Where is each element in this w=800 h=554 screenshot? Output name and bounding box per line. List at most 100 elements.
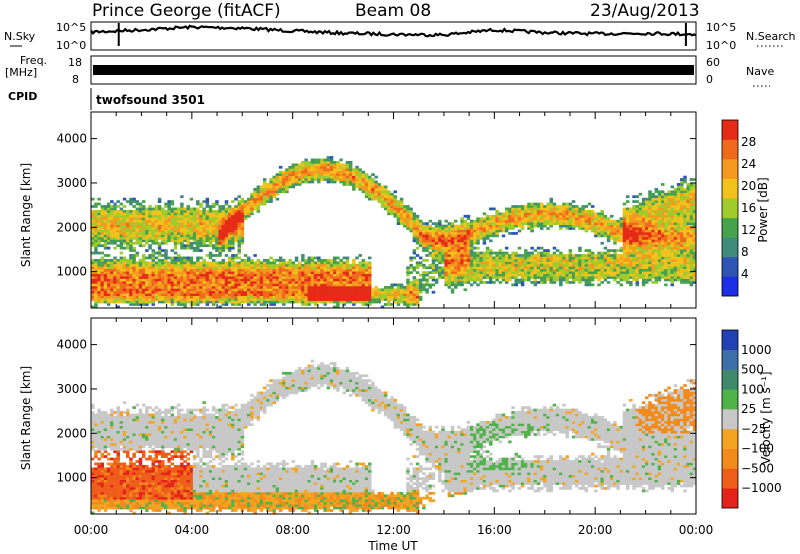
heatmap-cell	[466, 271, 471, 274]
heatmap-cell	[342, 285, 347, 289]
heatmap-cell	[578, 210, 582, 213]
heatmap-cell	[329, 276, 334, 279]
heatmap-cell	[482, 227, 487, 230]
heatmap-cell	[549, 259, 554, 262]
heatmap-cell	[129, 263, 133, 267]
heatmap-cell	[638, 273, 643, 277]
heatmap-cell	[428, 283, 433, 287]
heatmap-cell	[469, 266, 474, 270]
heatmap-cell	[180, 229, 184, 233]
heatmap-cell	[170, 207, 175, 211]
heatmap-cell	[100, 205, 105, 208]
heatmap-cell	[562, 276, 566, 279]
heatmap-cell	[110, 200, 114, 203]
heatmap-cell	[342, 290, 347, 294]
heatmap-cell	[250, 212, 254, 216]
heatmap-cell	[645, 202, 649, 206]
heatmap-cell	[234, 278, 238, 282]
heatmap-cell	[100, 263, 105, 267]
heatmap-cell	[122, 236, 127, 240]
heatmap-cell	[164, 271, 168, 274]
heatmap-cell	[243, 295, 248, 299]
heatmap-cell	[511, 219, 515, 223]
heatmap-cell	[438, 276, 442, 279]
heatmap-cell	[520, 224, 525, 228]
heatmap-cell	[129, 202, 133, 206]
heatmap-cell	[441, 251, 445, 255]
heatmap-cell	[173, 214, 178, 218]
heatmap-cell	[205, 224, 210, 228]
heatmap-cell	[457, 283, 461, 287]
heatmap-cell	[355, 300, 359, 304]
heatmap-cell	[364, 285, 369, 289]
heatmap-cell	[428, 263, 433, 267]
heatmap-cell	[97, 271, 101, 274]
heatmap-cell	[371, 180, 375, 184]
heatmap-cell	[368, 276, 372, 279]
heatmap-cell	[247, 214, 251, 218]
heatmap-cell	[495, 254, 499, 257]
heatmap-cell	[237, 236, 241, 240]
heatmap-cell	[173, 300, 178, 304]
heatmap-cell	[434, 254, 439, 257]
heatmap-cell	[619, 271, 624, 274]
heatmap-cell	[543, 271, 547, 274]
heatmap-cell	[447, 263, 452, 267]
heatmap-cell	[91, 298, 95, 301]
heatmap-cell	[549, 205, 554, 208]
heatmap-cell	[406, 298, 410, 301]
heatmap-cell	[648, 239, 652, 243]
heatmap-cell	[205, 219, 210, 223]
heatmap-cell	[243, 254, 248, 257]
heatmap-cell	[348, 173, 353, 176]
heatmap-cell	[575, 278, 579, 282]
heatmap-cell	[183, 288, 187, 292]
heatmap-cell	[297, 165, 302, 169]
heatmap-cell	[422, 263, 426, 267]
heatmap-cell	[126, 246, 130, 250]
heatmap-cell	[403, 285, 407, 289]
heatmap-cell	[508, 263, 512, 267]
heatmap-cell	[485, 249, 490, 252]
heatmap-cell	[237, 217, 241, 221]
heatmap-cell	[355, 263, 359, 267]
heatmap-cell	[110, 205, 114, 208]
heatmap-cell	[237, 202, 241, 206]
heatmap-cell	[533, 249, 538, 252]
heatmap-cell	[180, 236, 184, 240]
heatmap-cell	[282, 173, 286, 176]
heatmap-cell	[431, 236, 436, 240]
heatmap-cell	[590, 217, 595, 221]
heatmap-cell	[231, 285, 235, 289]
heatmap-cell	[183, 234, 187, 238]
heatmap-cell	[250, 273, 254, 277]
heatmap-cell	[364, 283, 369, 287]
heatmap-cell	[469, 219, 474, 223]
heatmap-cell	[212, 259, 216, 262]
heatmap-cell	[297, 295, 302, 299]
heatmap-cell	[492, 261, 496, 265]
heatmap-cell	[606, 281, 611, 284]
heatmap-cell	[192, 273, 197, 277]
heatmap-cell	[161, 224, 165, 228]
heatmap-cell	[562, 224, 566, 228]
heatmap-cell	[450, 290, 455, 294]
heatmap-cell	[126, 219, 130, 223]
heatmap-cell	[641, 281, 646, 284]
heatmap-cell	[571, 224, 576, 228]
heatmap-cell	[438, 271, 442, 274]
heatmap-cell	[173, 234, 178, 238]
heatmap-cell	[116, 278, 120, 282]
heatmap-cell	[218, 219, 222, 223]
heatmap-cell	[625, 210, 630, 213]
heatmap-cell	[106, 241, 111, 245]
heatmap-cell	[224, 268, 229, 272]
heatmap-cell	[616, 268, 620, 272]
heatmap-cell	[154, 256, 159, 260]
heatmap-cell	[364, 192, 369, 196]
heatmap-cell	[199, 244, 203, 248]
heatmap-cell	[587, 214, 592, 218]
heatmap-cell	[313, 276, 318, 279]
heatmap-cell	[632, 244, 636, 248]
heatmap-cell	[326, 278, 331, 282]
